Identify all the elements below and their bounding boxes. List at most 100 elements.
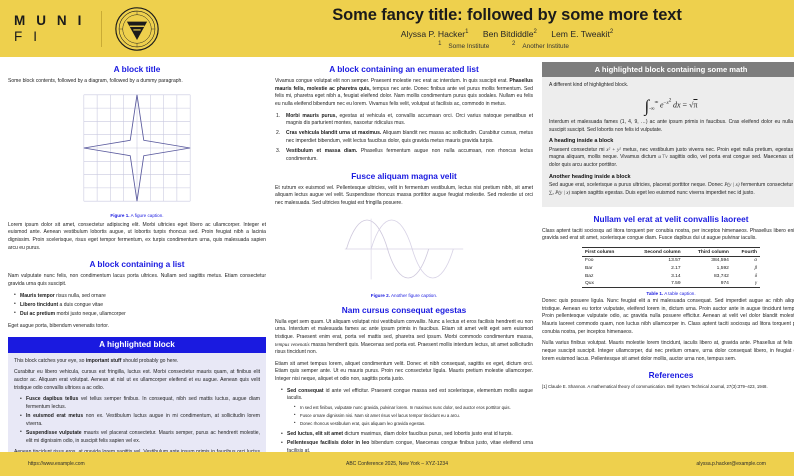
table-block-paragraph-1: Donec quis posuere ligula. Nunc feugiat … xyxy=(542,297,794,335)
list-item: Sed consequat id ante vel efficitur. Pra… xyxy=(281,387,533,428)
nested-bullet-list: In sed est finibus, vulputate nunc gravi… xyxy=(287,404,533,428)
highlighted-math-body: A different kind of highlighted block. ∫… xyxy=(542,77,794,207)
list-item: Vestibulum et massa diam. Phasellus ferm… xyxy=(276,148,533,162)
math-block-intro: A different kind of highlighted block. xyxy=(549,82,629,89)
list-item: Fusce dapibus tellus vel tellus semper f… xyxy=(20,396,260,411)
figure-caption-label: Figure 2. xyxy=(370,292,390,298)
block-heading: Nullam vel erat at velit convallis laore… xyxy=(593,213,749,224)
highlight-paragraph: Curabitur eu libero vehicula, cursus est… xyxy=(14,369,260,391)
table-cell: 384,594 xyxy=(711,258,729,264)
table-cell: 2.17 xyxy=(671,266,681,271)
block-paragraph: Lorem ipsum dolor sit amet, consectetur … xyxy=(8,221,266,251)
affiliation: 2 Another Institute xyxy=(512,41,569,51)
institution-branding: M U N I F I xyxy=(0,6,230,52)
affiliation-list: 1 Some Institute 2 Another Institute xyxy=(230,41,784,50)
list-item: Pellentesque facilisis dolor in leo bibe… xyxy=(281,440,533,455)
block-heading: Fusce aliquam magna velit xyxy=(351,170,457,181)
bullet-list: Sed consequat id ante vel efficitur. Pra… xyxy=(275,387,533,456)
table-cell: δ xyxy=(754,273,757,279)
inner-heading-2-paragraph: Sed augue erat, scelerisque a purus ultr… xyxy=(549,182,793,196)
list-item: Libero tincidunt a duis congue vitae xyxy=(14,301,266,310)
footer-website-link[interactable]: https://www.example.com xyxy=(28,461,85,467)
inner-heading-2: Another heading inside a block xyxy=(549,173,631,180)
list-item: Suspendisse vulputate mauris vel placera… xyxy=(20,429,260,445)
nested-list-item: In sed est finibus, vulputate nunc gravi… xyxy=(294,404,533,412)
block-fusce-aliquam-magna-velit: Fusce aliquam magna velit Et rutrum ex e… xyxy=(275,171,533,298)
figure-2: Figure 2. Another figure caption. xyxy=(275,212,533,298)
column-header: Second column xyxy=(628,246,684,258)
block-heading: A block containing a list xyxy=(89,259,185,270)
table-cell: α xyxy=(754,258,757,264)
list-item: In euismod erat metus non ex. Vestibulum… xyxy=(20,413,260,428)
poster-footer: https://www.example.com ABC Conference 2… xyxy=(0,452,794,476)
highlight-lead-text: This block catches your eye, so importan… xyxy=(14,357,179,364)
bullet-list: Mauris tempor risus nulla, sed ornare Li… xyxy=(8,292,266,319)
block-intro-text: Some block contents, followed by a diagr… xyxy=(8,78,183,84)
list-item: Morbi mauris purus, egestas at vehicula … xyxy=(276,112,533,127)
block-intro-text: Nam vulputate nunc felis, non condimentu… xyxy=(8,273,266,287)
block-enumerated-list: A block containing an enumerated list Vi… xyxy=(275,64,533,164)
sine-wave-plot xyxy=(338,218,470,290)
math-block-after-equation: Interdum et malesuada fames (1, 4, 9, …)… xyxy=(549,119,793,133)
table-cell: Bar xyxy=(585,266,593,271)
table-row: Baz 3.14 83,742 δ xyxy=(582,272,760,280)
table-cell: 13.57 xyxy=(668,258,681,264)
poster-header: M U N I F I Some fancy title: followed b… xyxy=(0,0,794,57)
four-pointed-star-diagram xyxy=(79,94,195,210)
block-paragraph: Et rutrum ex euismod vel. Pellentesque u… xyxy=(275,184,533,206)
figure-caption: Figure 1. A figure caption. xyxy=(8,213,266,218)
figure-1: Figure 1. A figure caption. xyxy=(8,90,266,218)
table-row: Qux 7.59 974 γ xyxy=(582,279,760,289)
nested-list-item: Donec rhoncus vestibulum erat, quis aliq… xyxy=(294,420,533,428)
brand-line-1: M U N I xyxy=(14,12,85,28)
table-cell: Qux xyxy=(582,279,629,289)
inner-heading-1-paragraph: Praesent consectetur mi x² + y² metus, n… xyxy=(549,146,793,169)
block-heading: A block title xyxy=(113,64,161,74)
block-paragraph-2: Etiam sit amet tempus lorem, aliquet con… xyxy=(275,360,533,383)
block-highlighted-math: A highlighted block containing some math… xyxy=(542,62,794,207)
block-nam-cursus-consequat-egestas: Nam cursus consequat egestas Nulla eget … xyxy=(275,305,533,456)
footer-conference-info: ABC Conference 2025, New York – XYZ-1234 xyxy=(345,461,448,467)
table-cell: β xyxy=(754,266,757,271)
column-3: A highlighted block containing some math… xyxy=(542,62,794,452)
affiliation: 1 Some Institute xyxy=(438,41,490,51)
table-cell: Foo xyxy=(585,258,594,264)
list-item: Cras vehicula blandit urna ut maximus. A… xyxy=(276,130,533,145)
highlighted-math-heading: A highlighted block containing some math xyxy=(542,62,794,78)
list-item: Sed luctus, elit sit amet dictum maximus… xyxy=(281,431,533,439)
references-heading: References xyxy=(648,370,694,381)
list-item: Mauris tempor risus nulla, sed ornare xyxy=(14,292,266,301)
column-header: Third column xyxy=(683,246,732,258)
author-affiliation-marker: 2 xyxy=(533,29,537,36)
author-affiliation-marker: 2 xyxy=(609,29,614,36)
footer-contact-email[interactable]: alyssa.p.hacker@example.com xyxy=(696,461,766,467)
block-heading: A block containing an enumerated list xyxy=(329,64,479,74)
block-a-block-title: A block title Some block contents, follo… xyxy=(8,64,266,252)
table-row: Bar 2.17 1,592 β xyxy=(582,265,760,273)
figure-caption-label: Figure 1. xyxy=(110,212,130,218)
author: Alyssa P. Hacker1 xyxy=(400,29,469,39)
figure-caption-text: A figure caption. xyxy=(130,212,164,218)
nested-list-item: Fusce ornare dignissim nisi. Nam sit ame… xyxy=(294,412,533,420)
page-title: Some fancy title: followed by some more … xyxy=(332,6,682,24)
author: Ben Bitdiddle2 xyxy=(482,29,537,39)
highlighted-block-heading: A highlighted block xyxy=(8,337,266,353)
block-references: References [1] Claude E. Shannon. A math… xyxy=(542,370,794,390)
figure-caption-text: Another figure caption. xyxy=(390,292,438,298)
table-cell: 1,592 xyxy=(716,266,729,271)
table-cell: γ xyxy=(731,279,760,289)
table-block-intro: Class aptent taciti sociosqu ad litora t… xyxy=(542,227,794,242)
block-paragraph: Vivamus congue volutpat elit non semper.… xyxy=(275,78,533,107)
column-1: A block title Some block contents, follo… xyxy=(8,62,266,473)
author-affiliation-marker: 1 xyxy=(465,29,469,36)
table-caption-text: A table caption. xyxy=(664,290,696,296)
data-table-wrapper: First column Second column Third column … xyxy=(582,246,760,296)
block-heading: Nam cursus consequat egestas xyxy=(341,304,467,315)
table-caption-label: Table 1. xyxy=(646,290,664,296)
title-area: Some fancy title: followed by some more … xyxy=(230,4,784,50)
column-2: A block containing an enumerated list Vi… xyxy=(275,62,533,454)
gaussian-integral-equation: ∫-∞∞ e−x2 dx = √π xyxy=(644,96,698,116)
author: Lem E. Tweakit2 xyxy=(551,29,614,39)
block-nullam-vel-erat: Nullam vel erat at velit convallis laore… xyxy=(542,214,794,364)
table-cell: 3.14 xyxy=(671,273,681,279)
